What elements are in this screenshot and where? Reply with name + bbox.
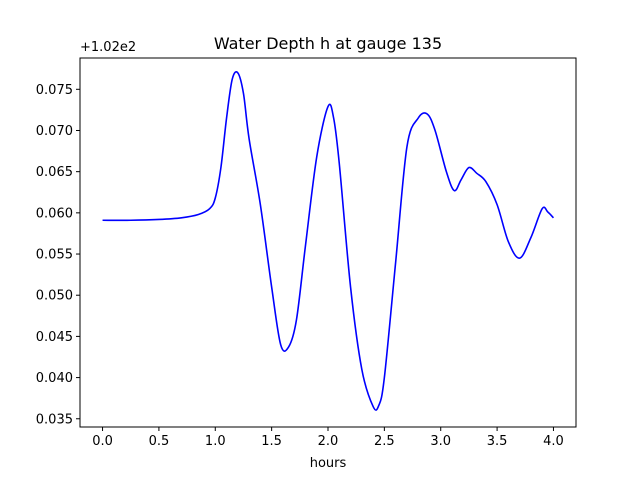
- x-tick-label: 3.0: [430, 434, 451, 449]
- x-tick-label: 0.0: [92, 434, 113, 449]
- x-tick-label: 3.5: [487, 434, 508, 449]
- y-tick-label: 0.050: [36, 289, 73, 304]
- plot-area: 0.0 0.5 1.0 1.5 2.0 2.5 3.0 3.5 4.0 0.035 0.040 0.0…: [36, 57, 577, 449]
- x-tick-label: 4.0: [543, 434, 564, 449]
- y-tick-label: 0.070: [36, 124, 73, 139]
- x-tick-label: 2.5: [374, 434, 395, 449]
- y-tick-label: 0.060: [36, 206, 73, 221]
- series-line-0: [102, 71, 555, 411]
- x-tick-label: 1.5: [261, 434, 282, 449]
- x-tick-label: 0.5: [149, 434, 170, 449]
- y-tick-label: 0.055: [36, 248, 73, 263]
- x-tick-label: 2.0: [318, 434, 339, 449]
- chart-title: Water Depth h at gauge 135: [214, 34, 442, 53]
- x-tick-label: 1.0: [205, 434, 226, 449]
- x-axis-label: hours: [310, 456, 347, 471]
- y-tick-label: 0.045: [36, 330, 73, 345]
- y-tick-label: 0.065: [36, 165, 73, 180]
- y-tick-label: 0.075: [36, 83, 73, 98]
- y-tick-label: 0.035: [36, 412, 73, 427]
- y-tick-label: 0.040: [36, 371, 73, 386]
- y-axis-offset-label: +1.02e2: [80, 40, 136, 55]
